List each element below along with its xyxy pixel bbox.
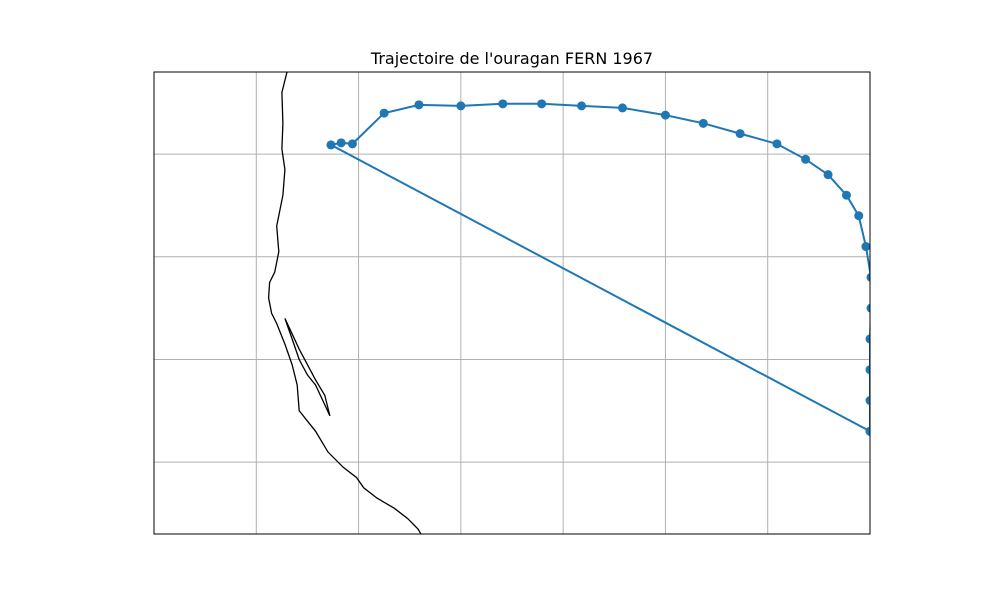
track-point [841, 190, 851, 200]
track-point [698, 118, 708, 128]
chart-title: Trajectoire de l'ouragan FERN 1967 [370, 49, 653, 68]
track-point [336, 138, 346, 148]
track-point [617, 103, 627, 113]
track-point [735, 129, 745, 139]
track-point [861, 242, 870, 252]
track-point [326, 140, 336, 150]
track-point [801, 154, 811, 164]
track-point [379, 108, 389, 118]
track-point [865, 396, 870, 406]
plot-frame [153, 71, 871, 535]
track-point [414, 100, 424, 110]
track-point [866, 272, 870, 282]
gridlines [154, 72, 870, 534]
hurricane-track [326, 99, 870, 436]
track-point [660, 110, 670, 120]
coastline [267, 72, 422, 534]
coastline-line [267, 72, 422, 534]
track-point [865, 334, 870, 344]
track-point [498, 99, 508, 109]
track-point [865, 426, 870, 436]
track-point [772, 139, 782, 149]
track-point [456, 101, 466, 111]
track-point [854, 211, 864, 221]
lagoon-line [284, 318, 331, 417]
track-point [537, 99, 547, 109]
track-point [823, 170, 833, 180]
track-point [577, 101, 587, 111]
track-point [865, 365, 870, 375]
track-point [347, 139, 357, 149]
track-point [866, 303, 870, 313]
track-line [328, 102, 870, 433]
